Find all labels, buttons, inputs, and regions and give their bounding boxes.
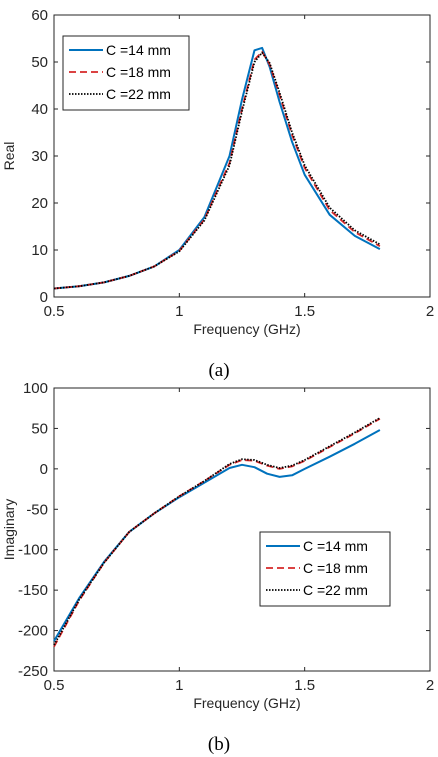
y-axis-label: Imaginary — [1, 499, 17, 560]
caption-b: (b) — [207, 734, 231, 755]
series-line-3 — [53, 51, 381, 290]
y-tick-label: 20 — [31, 195, 48, 212]
y-tick-label: 10 — [31, 242, 48, 259]
x-tick-label: 1 — [175, 677, 183, 694]
x-tick-label: 1 — [175, 303, 183, 320]
x-axis-label: Frequency (GHz) — [193, 321, 300, 337]
y-tick-label: -250 — [18, 663, 48, 680]
legend-label-1: C =14 mm — [106, 42, 171, 58]
caption-a: (a) — [208, 360, 230, 381]
y-axis-label: Real — [1, 142, 17, 171]
y-tick-label: 50 — [31, 54, 48, 71]
y-tick-label: 100 — [23, 380, 48, 397]
y-tick-label: 0 — [40, 461, 48, 478]
x-tick-label: 1.5 — [294, 677, 315, 694]
x-tick-label: 2 — [426, 677, 434, 694]
y-tick-label: -200 — [18, 623, 48, 640]
x-tick-label: 0.5 — [44, 677, 65, 694]
legend-label-2: C =18 mm — [303, 560, 368, 576]
legend-box — [62, 35, 190, 111]
y-tick-label: 50 — [31, 420, 48, 437]
x-tick-label: 2 — [426, 303, 434, 320]
legend-label-2: C =18 mm — [106, 64, 171, 80]
y-tick-label: 0 — [40, 289, 48, 306]
series-line-3 — [53, 417, 381, 646]
y-tick-label: 60 — [31, 7, 48, 24]
y-tick-label: -50 — [26, 501, 48, 518]
x-tick-label: 1.5 — [294, 303, 315, 320]
y-tick-label: 40 — [31, 101, 48, 118]
x-tick-label: 0.5 — [44, 303, 65, 320]
y-tick-label: -100 — [18, 542, 48, 559]
x-axis-label: Frequency (GHz) — [193, 695, 300, 711]
chart-imaginary: 0.5 1 1.5 2 -250 -200 -150 -100 -50 0 50 100 Frequen… — [1, 380, 434, 711]
legend-label-1: C =14 mm — [303, 538, 368, 554]
legend-label-3: C =22 mm — [106, 86, 171, 102]
plot-area — [53, 387, 431, 672]
y-tick-label: -150 — [18, 582, 48, 599]
y-tick-label: 30 — [31, 148, 48, 165]
legend-box — [259, 531, 391, 607]
legend-label-3: C =22 mm — [303, 582, 368, 598]
